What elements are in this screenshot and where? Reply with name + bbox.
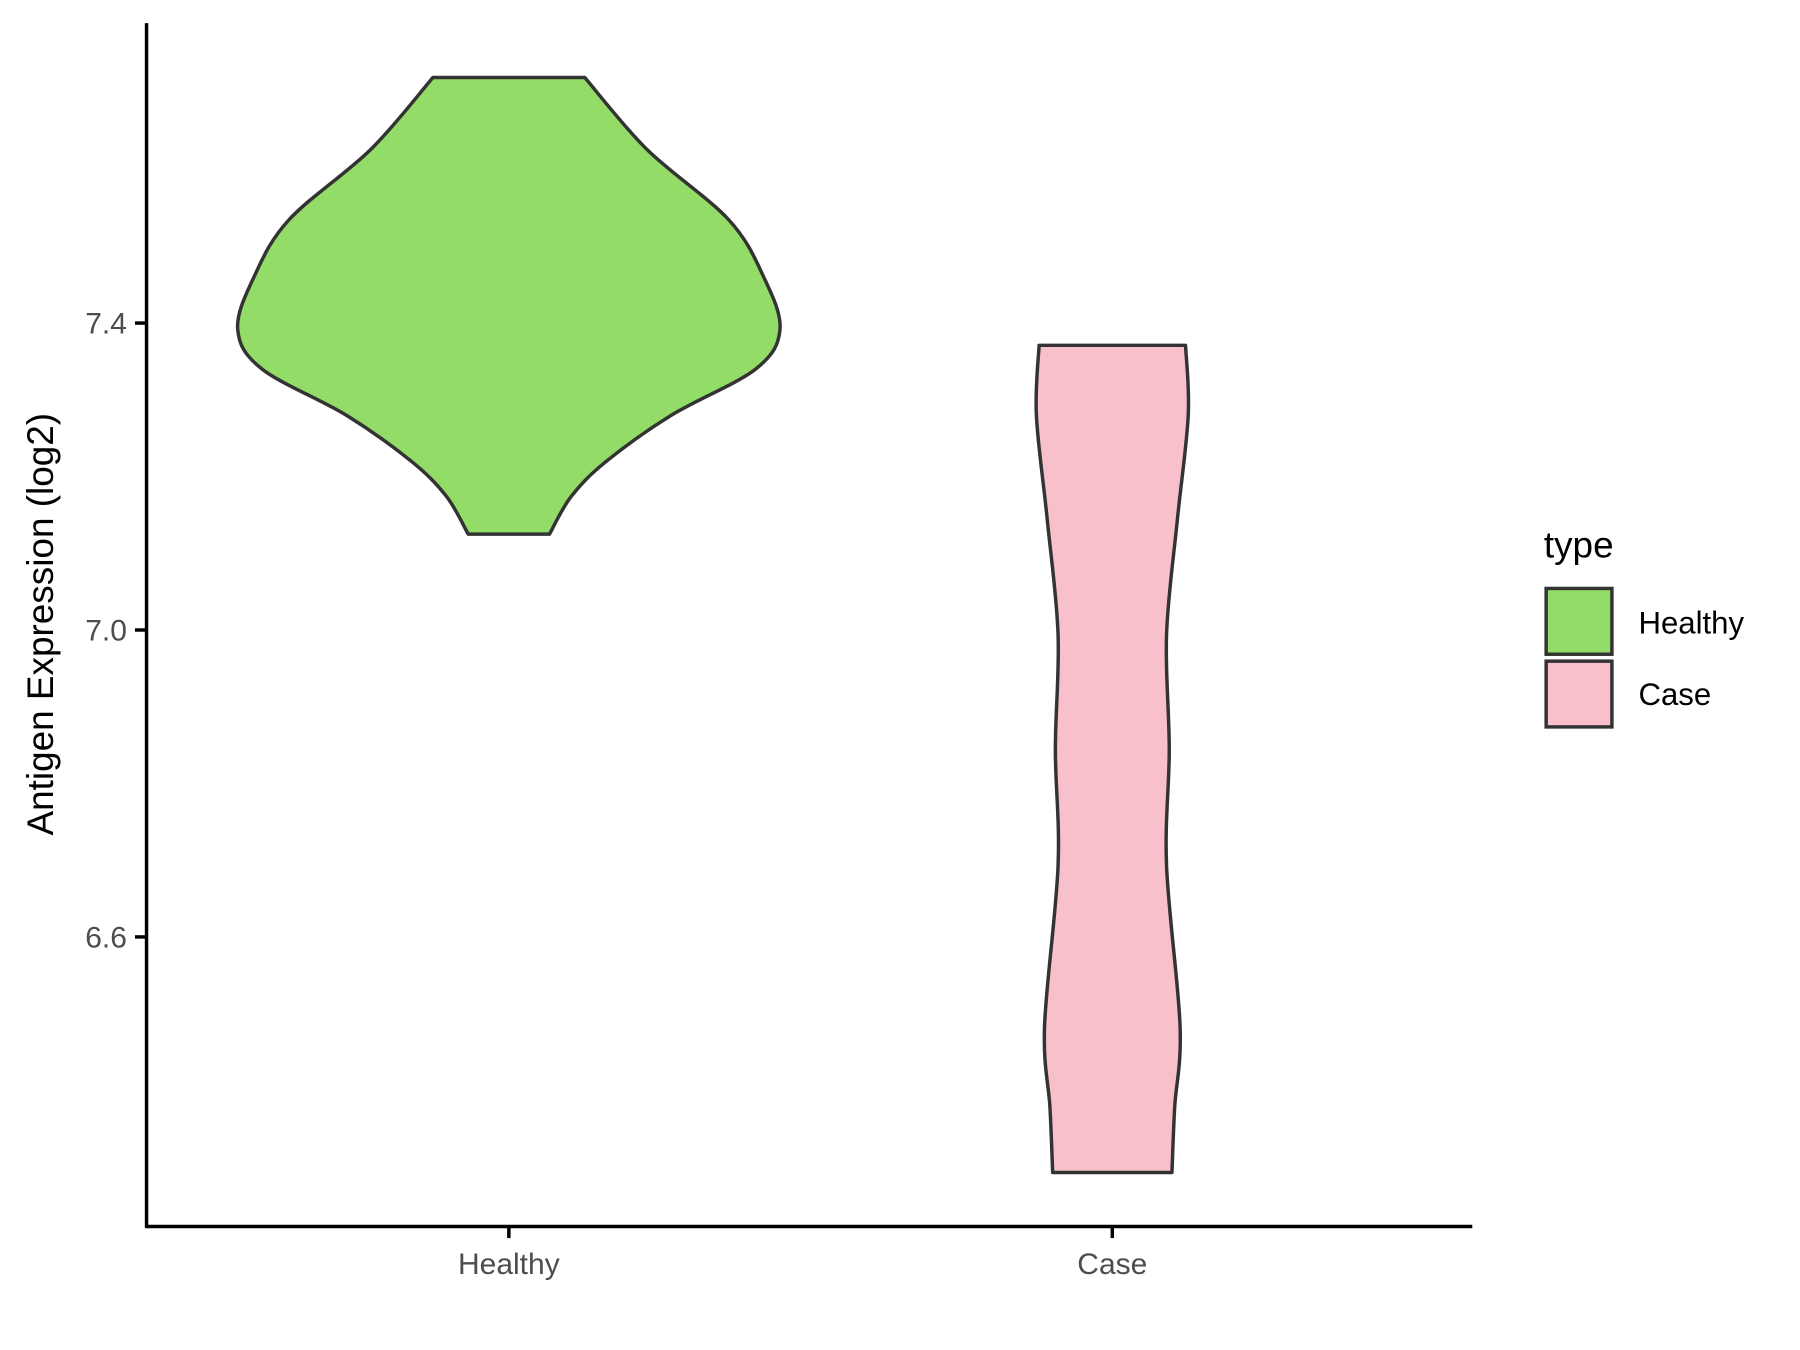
x-ticks: Healthy Case: [458, 1226, 1147, 1281]
y-tick-label: 7.0: [85, 614, 127, 647]
legend-key-case: [1544, 659, 1614, 729]
legend-title: type: [1544, 524, 1614, 565]
y-axis-title: Antigen Expression (log2): [20, 413, 61, 836]
y-tick-label: 7.4: [85, 307, 127, 340]
legend-label-case: Case: [1638, 677, 1711, 712]
y-tick-label: 6.6: [85, 921, 127, 954]
x-tick-label: Healthy: [458, 1248, 560, 1281]
legend: type Healthy Case: [1544, 524, 1744, 729]
legend-label-healthy: Healthy: [1638, 605, 1744, 640]
violin-case: [1034, 343, 1191, 1175]
violin-healthy: [235, 75, 782, 536]
x-tick-label: Case: [1077, 1248, 1147, 1281]
violins: [235, 75, 1191, 1175]
y-ticks: 6.6 7.0 7.4: [85, 307, 147, 954]
legend-key-healthy: [1544, 586, 1614, 656]
